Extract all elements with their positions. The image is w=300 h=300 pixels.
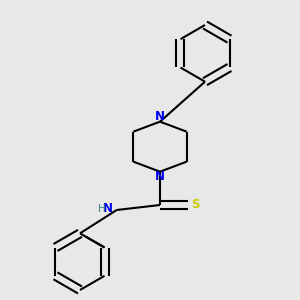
Text: N: N	[155, 170, 165, 184]
Text: H: H	[98, 204, 106, 214]
Text: N: N	[155, 110, 165, 123]
Text: S: S	[191, 199, 200, 212]
Text: N: N	[103, 202, 113, 214]
